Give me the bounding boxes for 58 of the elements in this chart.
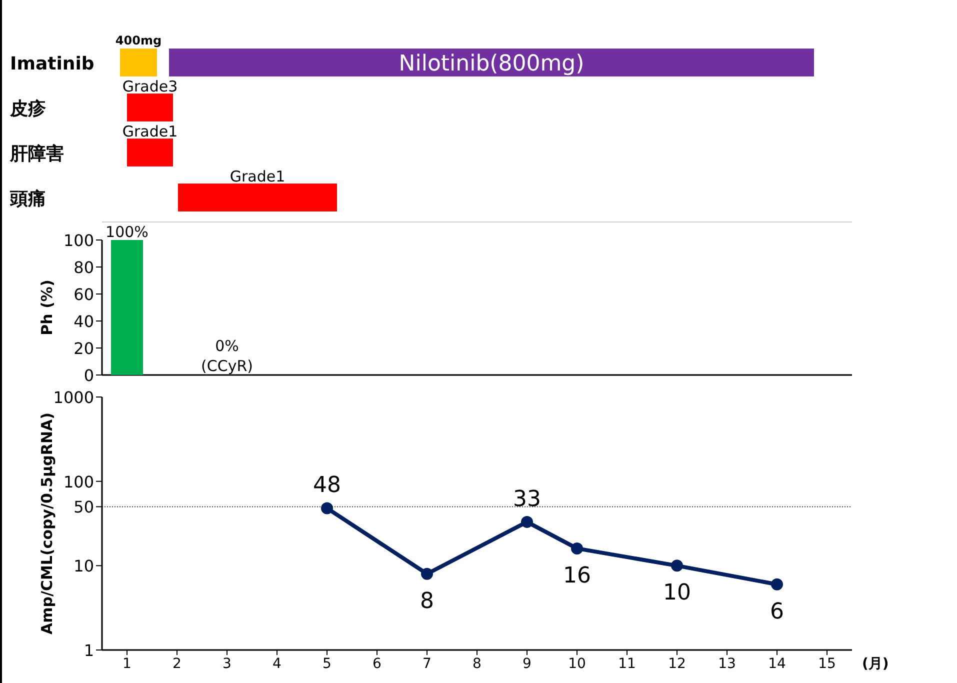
x-tick-label: 13	[718, 656, 736, 672]
category-label: 肝障害	[10, 144, 64, 164]
x-tick-label: 6	[372, 656, 382, 672]
bar	[120, 48, 157, 76]
y-tick-label: 40	[74, 312, 94, 331]
data-label: 8	[420, 588, 434, 614]
data-label: 48	[313, 473, 341, 498]
x-tick-label: 12	[668, 656, 686, 672]
y-tick-label: 10	[74, 556, 94, 576]
x-tick-label: 1	[122, 656, 132, 672]
bar	[169, 48, 814, 76]
y-tick-label: 20	[74, 339, 94, 358]
x-tick-label: 5	[322, 656, 332, 672]
annotation: Grade1	[230, 168, 286, 186]
x-tick-label: 11	[618, 656, 636, 672]
y-tick-label: 1	[84, 641, 94, 660]
annotation: Grade1	[122, 122, 178, 141]
x-tick-label: 14	[768, 656, 786, 672]
data-label: 0%	[215, 337, 239, 355]
x-tick-label: 8	[472, 656, 482, 672]
point	[421, 568, 433, 580]
x-tick-label: 7	[422, 656, 432, 672]
x-tick-label: 2	[172, 656, 182, 672]
y-axis-title: Amp/CML(copy/0.5μgRNA)	[38, 412, 56, 634]
y-tick-label: 100	[63, 472, 94, 492]
point	[571, 542, 583, 554]
data-label: 16	[563, 563, 591, 588]
point	[671, 560, 683, 572]
category-label: 皮疹	[10, 98, 46, 120]
y-tick-label: 100	[63, 231, 94, 250]
point	[771, 578, 783, 590]
point	[321, 502, 333, 514]
data-label: 10	[663, 580, 691, 606]
point	[521, 516, 533, 528]
x-axis-title: (月)	[862, 656, 889, 672]
category-label: 頭痛	[10, 188, 46, 210]
annotation: Grade3	[122, 78, 178, 96]
category-label: Imatinib	[10, 54, 94, 74]
annotation: (CCyR)	[201, 357, 253, 375]
bar	[127, 94, 173, 122]
bar	[127, 138, 173, 166]
x-tick-label: 15	[818, 656, 836, 672]
data-label: 100%	[106, 223, 148, 241]
x-tick-label: 3	[222, 656, 232, 672]
bar	[178, 184, 337, 212]
series-label: 400mg	[115, 34, 162, 48]
x-tick-label: 4	[272, 656, 282, 672]
y-tick-label: 1000	[53, 388, 94, 407]
data-label: 6	[770, 599, 784, 624]
x-tick-label: 9	[522, 656, 532, 672]
y-tick-label: 80	[74, 258, 94, 277]
series-label: Nilotinib(800mg)	[398, 52, 584, 76]
y-axis-title: Ph (%)	[38, 280, 56, 336]
data-label: 33	[513, 486, 541, 512]
y-tick-label: 0	[84, 366, 94, 385]
y-tick-label: 60	[74, 285, 94, 304]
y-tick-label: 50	[74, 498, 94, 517]
x-tick-label: 10	[568, 656, 586, 672]
